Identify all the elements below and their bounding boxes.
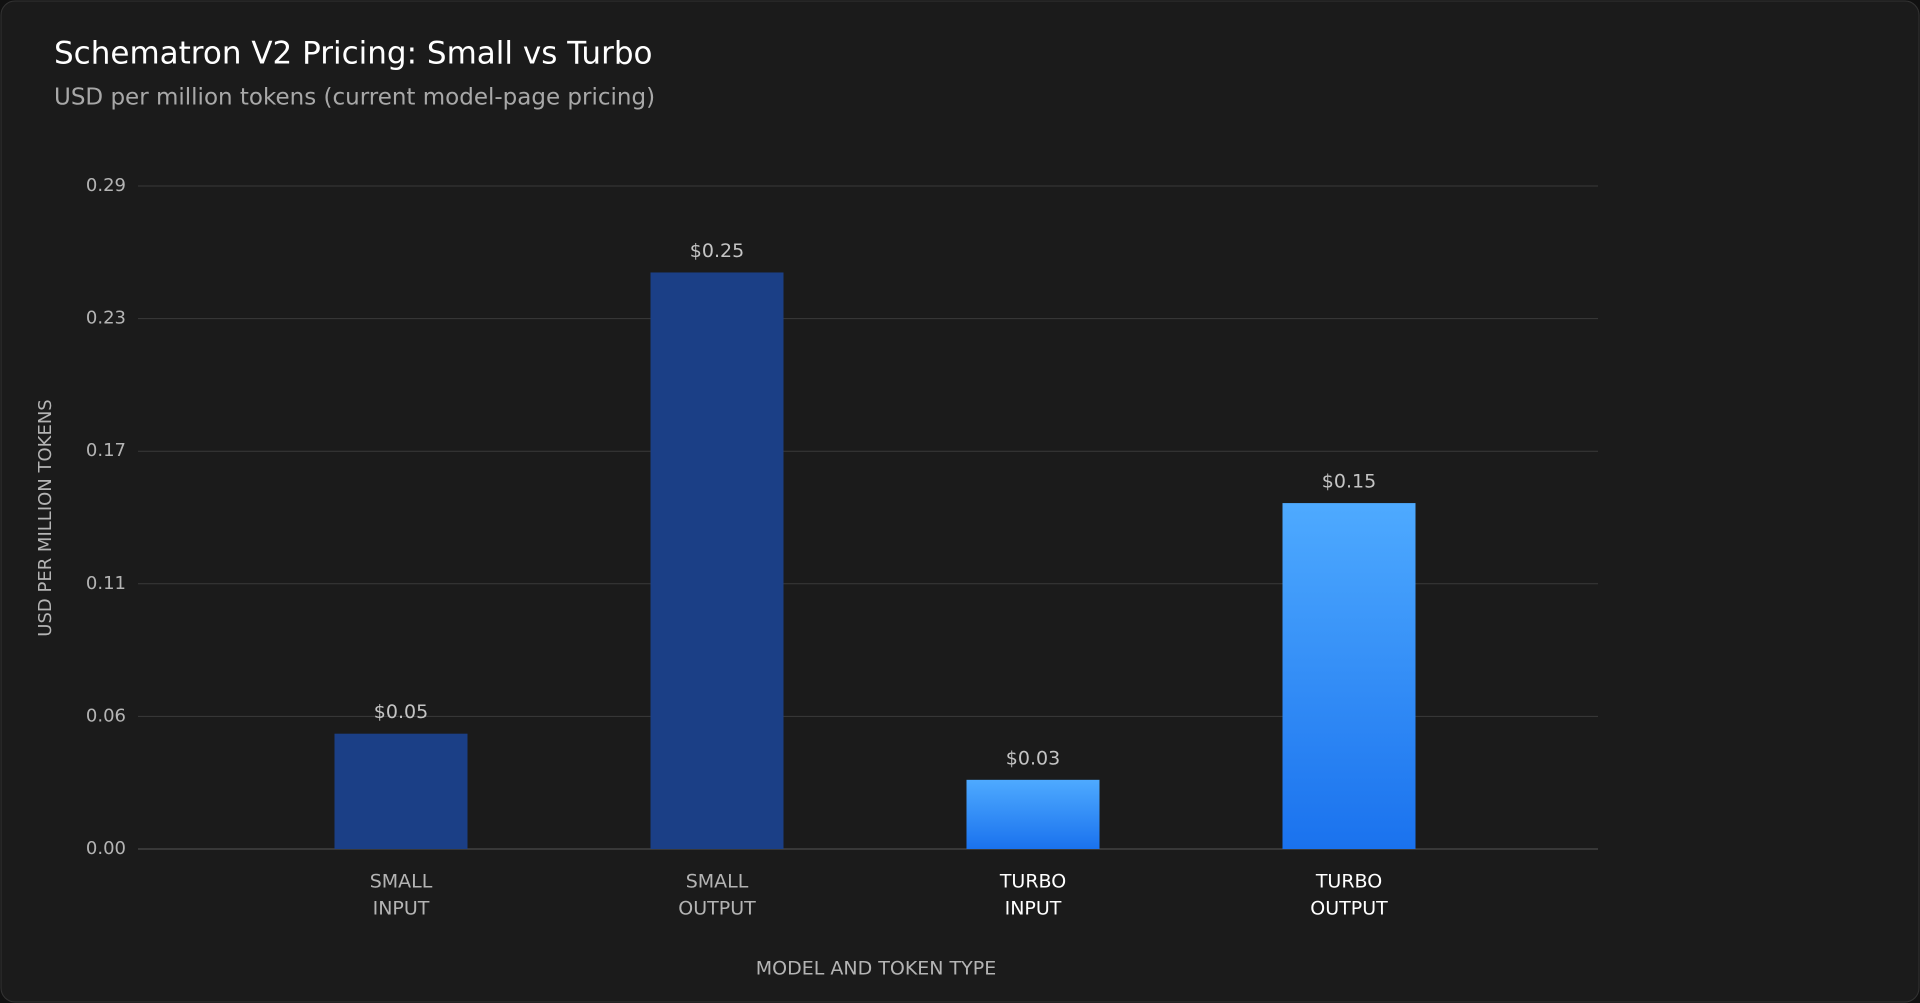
x-tick-label: TURBO <box>1315 871 1382 893</box>
x-tick-label: INPUT <box>1005 898 1062 920</box>
y-tick-label: 0.29 <box>86 175 126 196</box>
x-tick-label: OUTPUT <box>678 898 756 920</box>
x-tick-label: TURBO <box>999 871 1066 893</box>
value-label: $0.25 <box>690 240 744 262</box>
value-label: $0.15 <box>1322 471 1376 493</box>
y-tick-label: 0.23 <box>86 308 126 329</box>
bar <box>334 733 468 849</box>
chart-title: Schematron V2 Pricing: Small vs Turbo <box>54 36 652 72</box>
bar <box>650 272 784 849</box>
x-tick-label: OUTPUT <box>1310 898 1388 920</box>
x-axis-title: MODEL AND TOKEN TYPE <box>756 958 996 980</box>
y-tick-label: 0.06 <box>86 705 126 726</box>
y-axis-title: USD PER MILLION TOKENS <box>35 399 56 636</box>
y-tick-label: 0.00 <box>86 838 126 859</box>
value-label: $0.03 <box>1006 747 1060 769</box>
x-tick-label: SMALL <box>686 871 749 893</box>
y-tick-label: 0.17 <box>86 440 126 461</box>
bar <box>966 779 1100 849</box>
chart-subtitle: USD per million tokens (current model-pa… <box>54 85 655 111</box>
y-tick-label: 0.11 <box>86 573 126 594</box>
bar <box>1282 503 1416 849</box>
x-tick-label: INPUT <box>373 898 430 920</box>
value-label: $0.05 <box>374 701 428 723</box>
x-tick-label: SMALL <box>370 871 433 893</box>
